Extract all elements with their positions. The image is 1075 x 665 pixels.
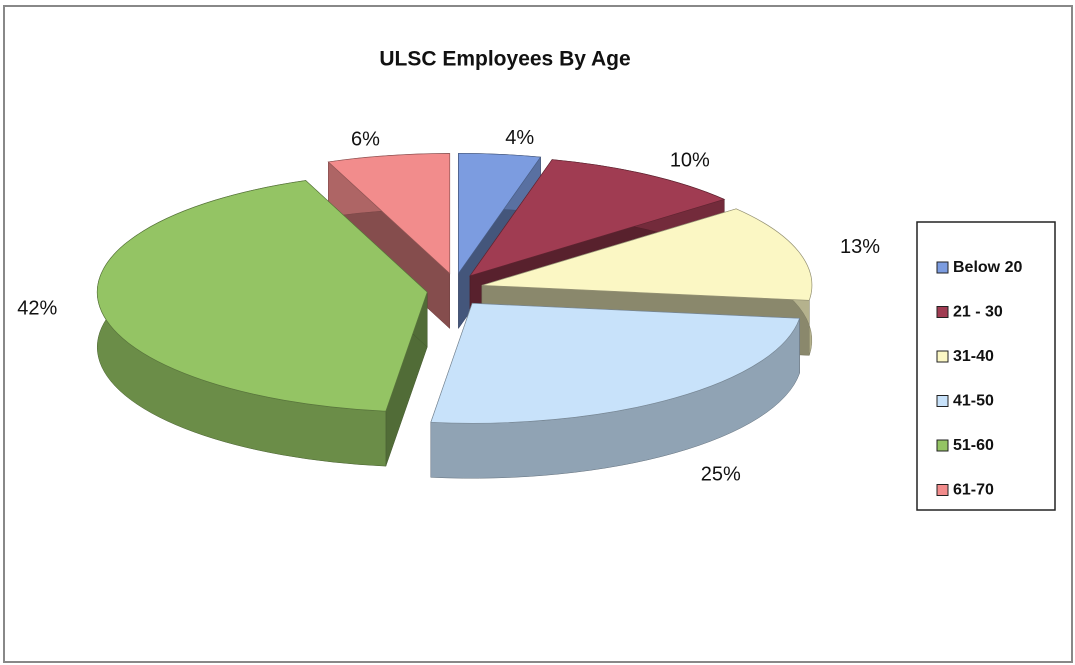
legend-swatch <box>936 350 949 363</box>
slice <box>430 302 801 424</box>
legend-swatch <box>936 484 949 496</box>
legend-swatch <box>936 439 949 452</box>
slice <box>327 153 451 275</box>
legend-swatch <box>936 395 949 407</box>
data-label: 25% <box>701 464 741 486</box>
slice <box>469 159 726 277</box>
slice <box>481 208 813 301</box>
data-label: 4% <box>505 127 534 149</box>
slice <box>96 180 428 412</box>
legend-label: 41-50 <box>953 393 994 410</box>
data-label: 6% <box>351 129 380 151</box>
legend-label: 61-70 <box>953 482 994 499</box>
legend-swatch <box>936 261 949 274</box>
legend-label: 51-60 <box>953 437 994 454</box>
data-label: 42% <box>17 297 57 319</box>
data-label: 10% <box>670 150 710 172</box>
chart-title: ULSC Employees By Age <box>379 48 630 71</box>
legend-label: 21 - 30 <box>953 304 1003 321</box>
slice <box>458 152 542 275</box>
legend-label: Below 20 <box>953 259 1022 276</box>
legend-label: 31-40 <box>953 348 994 365</box>
legend-swatch <box>936 306 949 318</box>
data-label: 13% <box>840 236 880 258</box>
